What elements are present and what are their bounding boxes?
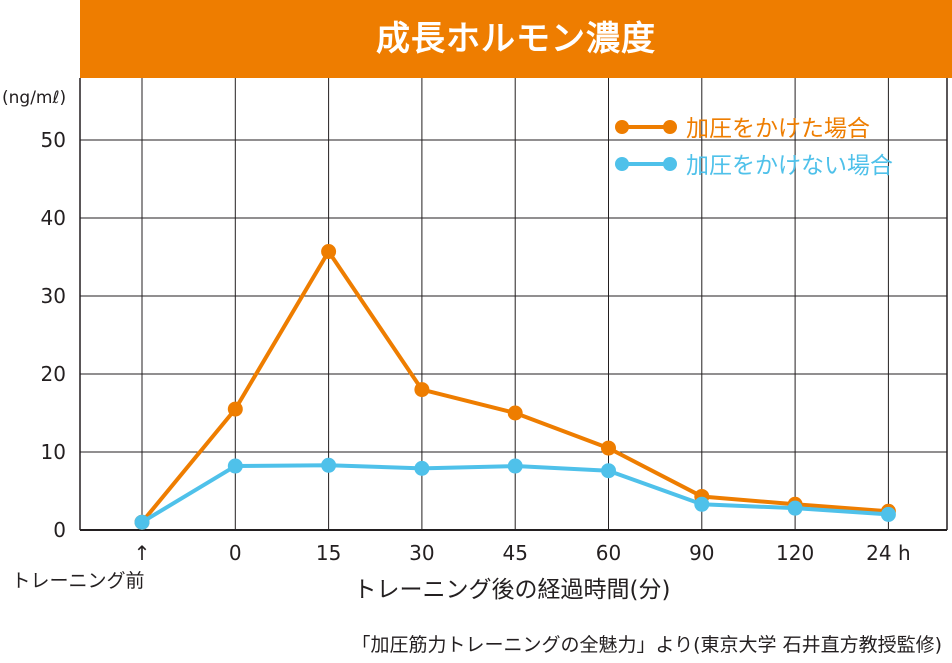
data-point [227, 458, 243, 474]
data-point [787, 500, 803, 516]
data-point [227, 401, 243, 417]
line-chart: 0 10 20 30 40 50 (ng/mℓ) ↑ 0 15 30 45 60 90 120 24 h トレー… [2, 78, 948, 603]
source-citation: 「加圧筋力トレーニングの全魅力」より(東京大学 石井直方教授監修) [351, 634, 943, 656]
x-tick-label: 24 h [866, 541, 910, 565]
y-tick-label: 30 [41, 284, 66, 308]
data-point [414, 382, 430, 398]
x-tick-label: 60 [596, 541, 621, 565]
x-tick-label: 15 [316, 541, 341, 565]
data-point [321, 457, 337, 473]
chart-title: 成長ホルモン濃度 [376, 19, 656, 59]
y-tick-label: 20 [41, 362, 66, 386]
data-point [321, 244, 337, 260]
chart-title-banner: 成長ホルモン濃度 [80, 0, 952, 78]
legend-marker [663, 157, 677, 171]
y-tick-label: 40 [41, 206, 66, 230]
x-tick-label: ↑ [134, 541, 151, 565]
y-tick-label: 50 [41, 128, 66, 152]
data-point [601, 463, 616, 479]
data-point [694, 496, 710, 512]
y-unit-label: (ng/mℓ) [2, 88, 66, 108]
data-point [601, 440, 616, 456]
data-point [507, 458, 523, 474]
x-tick-label: 90 [689, 541, 714, 565]
legend-marker [615, 120, 629, 134]
data-point [414, 460, 430, 476]
pre-training-label: トレーニング前 [11, 570, 144, 592]
x-tick-label: 30 [409, 541, 434, 565]
x-tick-label: 120 [776, 541, 814, 565]
x-axis-label: トレーニング後の経過時間(分) [354, 577, 671, 603]
legend-marker [615, 157, 629, 171]
data-point [507, 405, 523, 421]
x-tick-label: 45 [502, 541, 527, 565]
legend-marker [663, 120, 677, 134]
data-point [880, 506, 896, 522]
y-tick-label: 0 [53, 518, 66, 542]
x-tick-label: 0 [229, 541, 242, 565]
legend-label: 加圧をかけた場合 [686, 116, 870, 142]
y-tick-label: 10 [41, 440, 66, 464]
data-point [134, 514, 150, 530]
legend-label: 加圧をかけない場合 [686, 153, 893, 179]
